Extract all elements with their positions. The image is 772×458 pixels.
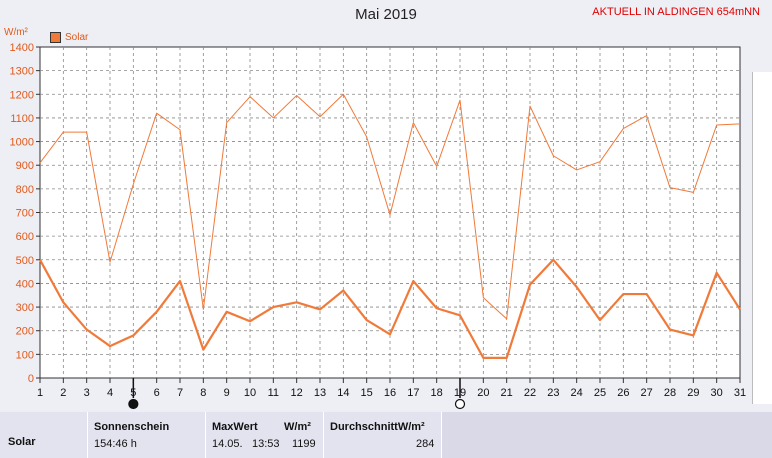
durchschnitt-cell: DurchschnittW/m² 284 — [324, 412, 442, 458]
x-tick-label: 9 — [224, 387, 230, 399]
legend-label: Solar — [65, 32, 89, 43]
station-label: AKTUELL IN ALDINGEN 654mNN — [592, 6, 760, 18]
x-tick-label: 15 — [361, 387, 373, 399]
y-tick-label: 800 — [16, 184, 34, 196]
x-tick-label: 11 — [268, 387, 279, 399]
y-tick-label: 0 — [28, 373, 34, 385]
y-tick-label: 500 — [16, 255, 34, 267]
series-line-mean — [39, 258, 741, 360]
full-moon-icon — [454, 398, 466, 410]
x-tick-label: 12 — [291, 387, 303, 399]
maxwert-date: 14.05. — [212, 438, 243, 450]
x-tick-label: 3 — [84, 387, 90, 399]
x-tick-label: 14 — [337, 387, 349, 399]
stats-row-label-cell: Solar — [0, 412, 88, 458]
x-tick-label: 10 — [244, 387, 256, 399]
y-tick-label: 1200 — [10, 89, 34, 101]
x-tick-label: 22 — [524, 387, 536, 399]
x-tick-label: 27 — [641, 387, 653, 399]
y-tick-label: 1400 — [10, 42, 34, 54]
y-tick-label: 1000 — [10, 137, 34, 149]
x-tick-label: 31 — [734, 387, 746, 399]
x-axis-ticks: 1234567891011121314151617181920212223242… — [37, 378, 746, 399]
x-tick-label: 18 — [431, 387, 443, 399]
y-tick-label: 200 — [16, 326, 34, 338]
grid-lines — [40, 47, 740, 378]
x-tick-label: 1 — [37, 387, 43, 399]
x-tick-label: 29 — [687, 387, 699, 399]
y-tick-label: 900 — [16, 160, 34, 172]
maxwert-label: MaxWert — [212, 421, 258, 433]
maxwert-cell: MaxWert W/m² 14.05. 13:53 1199 — [206, 412, 324, 458]
durchschnitt-value: 284 — [416, 438, 435, 450]
y-tick-label: 300 — [16, 302, 34, 314]
x-tick-label: 21 — [501, 387, 513, 399]
side-panel — [752, 72, 772, 404]
x-tick-label: 8 — [200, 387, 206, 399]
stats-panel: Solar Sonnenschein 154:46 h MaxWert W/m²… — [0, 412, 772, 458]
y-tick-label: 1300 — [10, 66, 34, 78]
new-moon-icon — [128, 398, 139, 410]
x-tick-label: 28 — [664, 387, 676, 399]
y-tick-label: 100 — [16, 349, 34, 361]
y-tick-label: 1100 — [10, 113, 34, 125]
y-tick-label: 600 — [16, 231, 34, 243]
x-tick-label: 16 — [384, 387, 396, 399]
x-tick-label: 13 — [314, 387, 326, 399]
x-tick-label: 17 — [407, 387, 419, 399]
sunshine-value: 154:46 h — [94, 438, 137, 450]
maxwert-time: 13:53 — [252, 438, 280, 450]
x-tick-label: 6 — [154, 387, 160, 399]
x-tick-label: 25 — [594, 387, 606, 399]
stats-row-label: Solar — [8, 436, 36, 448]
maxwert-value: 1199 — [292, 438, 316, 450]
durchschnitt-label: DurchschnittW/m² — [330, 421, 425, 433]
y-axis-unit: W/m² — [4, 27, 28, 38]
legend[interactable]: Solar — [50, 32, 88, 43]
x-tick-label: 2 — [60, 387, 66, 399]
y-tick-label: 700 — [16, 208, 34, 220]
x-tick-label: 24 — [571, 387, 583, 399]
y-axis-ticks: 0 100 200 300 400 500 600 700 800 900 1000 1100 1200… — [10, 42, 40, 385]
series-line-max — [39, 93, 741, 320]
sunshine-cell: Sonnenschein 154:46 h — [88, 412, 206, 458]
sunshine-label: Sonnenschein — [94, 421, 170, 433]
x-tick-label: 20 — [477, 387, 489, 399]
y-tick-label: 400 — [16, 278, 34, 290]
x-tick-label: 4 — [107, 387, 113, 399]
x-tick-label: 23 — [547, 387, 559, 399]
maxwert-unit: W/m² — [284, 421, 311, 433]
series-lines — [39, 93, 741, 360]
x-tick-label: 26 — [617, 387, 629, 399]
x-tick-label: 30 — [711, 387, 723, 399]
moon-phase-icons — [128, 398, 466, 410]
legend-swatch — [50, 32, 61, 43]
x-tick-label: 7 — [177, 387, 183, 399]
chart-title: Mai 2019 — [355, 6, 417, 23]
